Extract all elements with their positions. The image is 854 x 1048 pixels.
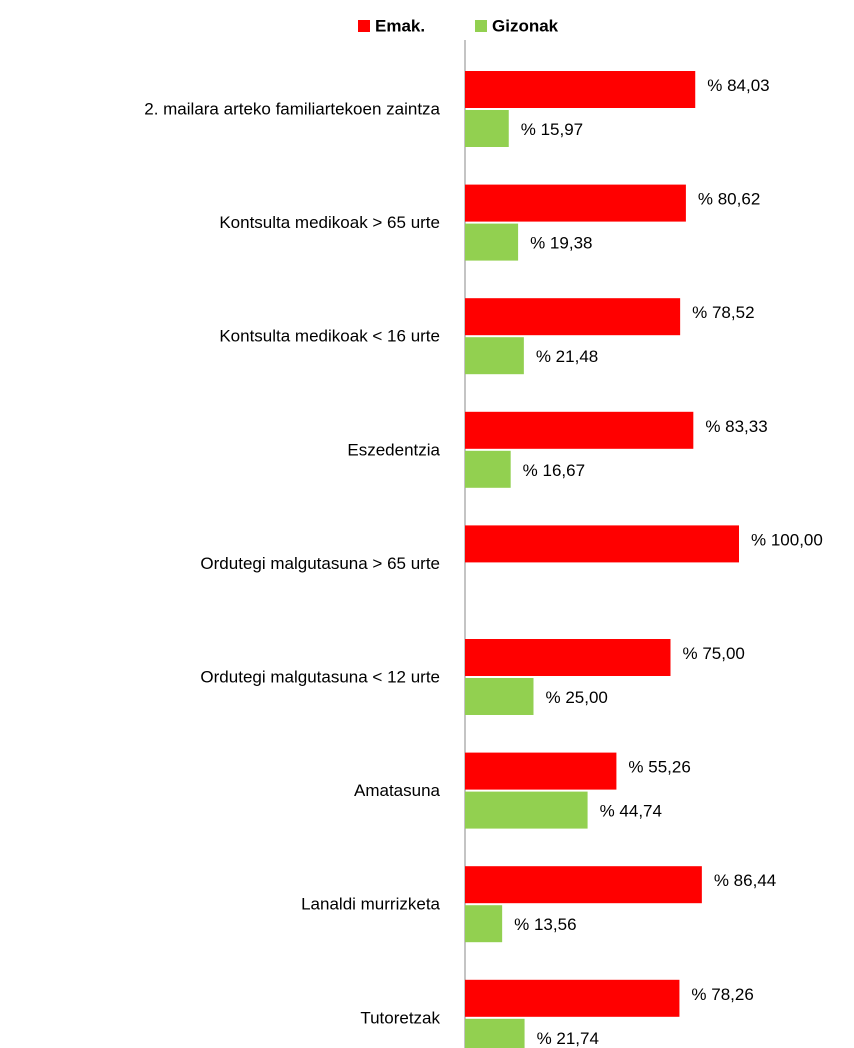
data-label: % 80,62 (698, 190, 760, 209)
data-label: % 21,48 (536, 347, 598, 366)
legend-label: Gizonak (492, 16, 559, 35)
bar (465, 411, 694, 449)
data-label: % 75,00 (683, 644, 745, 663)
y-tick-label: Ordutegi malgutasuna > 65 urte (200, 554, 440, 573)
bar (465, 905, 503, 943)
data-label: % 55,26 (628, 758, 690, 777)
y-tick-label: Tutoretzak (360, 1008, 440, 1027)
data-label: % 78,26 (691, 985, 753, 1004)
legend-swatch (358, 20, 370, 32)
y-tick-label: Amatasuna (354, 781, 441, 800)
bar (465, 1018, 525, 1048)
y-tick-label: Kontsulta medikoak < 16 urte (219, 327, 440, 346)
bar (465, 184, 686, 222)
data-label: % 13,56 (514, 915, 576, 934)
y-tick-label: Eszedentzia (347, 440, 440, 459)
data-label: % 78,52 (692, 303, 754, 322)
bar (465, 110, 509, 147)
bar (465, 298, 681, 336)
bar (465, 752, 617, 790)
legend-swatch (475, 20, 487, 32)
bar (465, 71, 696, 108)
bar (465, 450, 511, 488)
y-tick-label: Lanaldi murrizketa (301, 895, 440, 914)
data-label: % 84,03 (707, 76, 769, 95)
bar (465, 866, 702, 904)
y-tick-label: Ordutegi malgutasuna < 12 urte (200, 667, 440, 686)
data-label: % 86,44 (714, 871, 776, 890)
data-label: % 16,67 (523, 461, 585, 480)
y-tick-label: Kontsulta medikoak > 65 urte (219, 213, 440, 232)
bar (465, 791, 588, 829)
bar (465, 337, 524, 375)
legend: Emak. Gizonak (358, 16, 559, 35)
data-label: % 25,00 (546, 688, 608, 707)
bar (465, 525, 739, 563)
bar (465, 979, 680, 1017)
bar (465, 678, 534, 715)
y-tick-label: 2. mailara arteko familiartekoen zaintza (144, 99, 440, 118)
data-label: % 83,33 (705, 417, 767, 436)
data-label: % 21,74 (537, 1029, 599, 1048)
data-label: % 15,97 (521, 120, 583, 139)
data-label: % 100,00 (751, 530, 823, 549)
data-label: % 44,74 (600, 802, 662, 821)
bar (465, 639, 671, 676)
legend-label: Emak. (375, 16, 425, 35)
data-label: % 19,38 (530, 234, 592, 253)
bar (465, 223, 519, 261)
